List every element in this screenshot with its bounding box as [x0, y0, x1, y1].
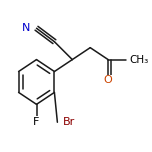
- Text: Br: Br: [63, 117, 76, 127]
- Text: F: F: [33, 117, 40, 127]
- Text: O: O: [104, 76, 112, 85]
- Text: N: N: [22, 23, 31, 33]
- Text: CH₃: CH₃: [129, 55, 148, 65]
